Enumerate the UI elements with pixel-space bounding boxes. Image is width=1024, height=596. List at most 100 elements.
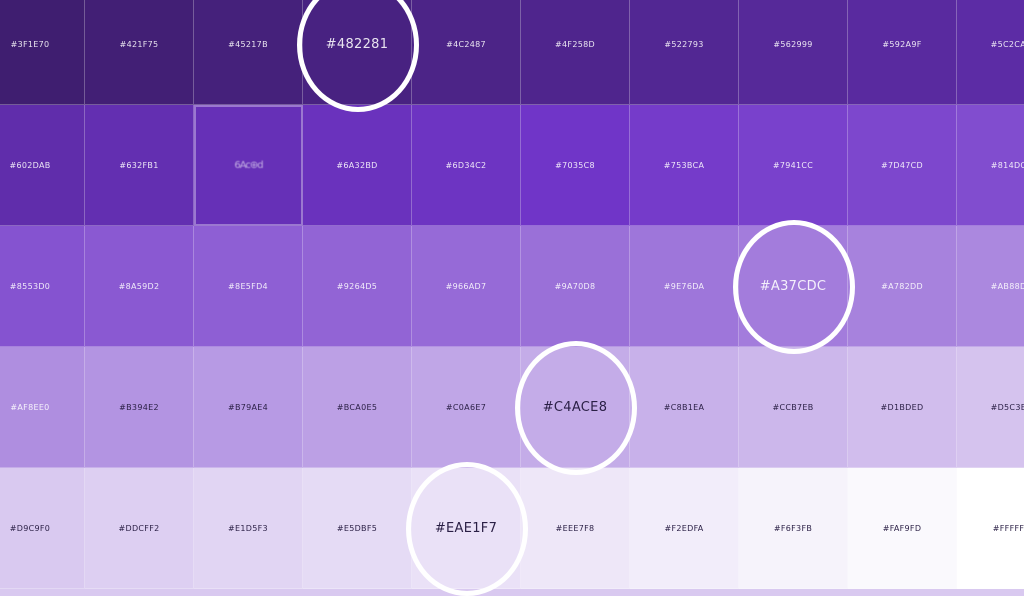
color-swatch[interactable]: #EAE1F7 [412, 468, 521, 589]
swatch-hex-label: #F2EDFA [664, 523, 704, 533]
color-swatch[interactable]: #7941CC [739, 105, 848, 226]
swatch-hex-label: #C8B1EA [663, 402, 705, 412]
swatch-hex-label: #562999 [773, 39, 813, 49]
swatch-hex-label: #482281 [325, 36, 389, 52]
color-swatch[interactable]: #966AD7 [412, 226, 521, 347]
color-swatch[interactable]: #592A9F [848, 0, 957, 105]
color-swatch[interactable]: #AB88DF [957, 226, 1024, 347]
color-swatch[interactable]: #5C2CA5 [957, 0, 1024, 105]
color-swatch[interactable]: #C0A6E7 [412, 347, 521, 468]
color-swatch[interactable]: #C4ACE8 [521, 347, 630, 468]
color-swatch[interactable]: #AF8EE0 [0, 347, 85, 468]
color-swatch[interactable]: #7D47CD [848, 105, 957, 226]
swatch-hex-label: #602DAB [9, 160, 51, 170]
color-swatch[interactable]: 6Ac⊕d [194, 105, 303, 226]
color-swatch[interactable]: #562999 [739, 0, 848, 105]
swatch-hex-label: #421F75 [119, 39, 159, 49]
swatch-hex-label: #7035C8 [555, 160, 595, 170]
color-swatch[interactable]: #4C2487 [412, 0, 521, 105]
swatch-hex-label: #753BCA [663, 160, 705, 170]
swatch-hex-label: #D1BDED [880, 402, 924, 412]
swatch-hex-label: #8E5FD4 [228, 281, 268, 291]
swatch-hex-label: #966AD7 [445, 281, 487, 291]
color-swatch[interactable]: #D9C9F0 [0, 468, 85, 589]
color-swatch[interactable]: #D5C3EE [957, 347, 1024, 468]
color-swatch[interactable]: #9A70D8 [521, 226, 630, 347]
color-swatch[interactable]: #3F1E70 [0, 0, 85, 105]
color-swatch[interactable]: #F6F3FB [739, 468, 848, 589]
color-swatch[interactable]: #EEE7F8 [521, 468, 630, 589]
swatch-hex-label: #8553D0 [9, 281, 51, 291]
swatch-hex-label: #6D34C2 [445, 160, 487, 170]
swatch-hex-label: 6Ac⊕d [234, 160, 263, 171]
swatch-hex-label: #BCA0E5 [336, 402, 378, 412]
color-swatch[interactable]: #6D34C2 [412, 105, 521, 226]
color-swatch[interactable]: #45217B [194, 0, 303, 105]
swatch-hex-label: #F6F3FB [773, 523, 813, 533]
swatch-hex-label: #5C2CA5 [990, 39, 1024, 49]
color-swatch[interactable]: #A37CDC [739, 226, 848, 347]
color-swatch[interactable]: #B79AE4 [194, 347, 303, 468]
color-swatch[interactable]: #FAF9FD [848, 468, 957, 589]
swatch-hex-label: #DDCFF2 [118, 523, 160, 533]
color-swatch[interactable]: #482281 [303, 0, 412, 105]
swatch-hex-label: #592A9F [882, 39, 922, 49]
swatch-hex-label: #6A32BD [336, 160, 378, 170]
swatch-hex-label: #8A59D2 [118, 281, 160, 291]
color-swatch[interactable]: #F2EDFA [630, 468, 739, 589]
swatch-hex-label: #CCB7EB [772, 402, 814, 412]
swatch-hex-label: #E5DBF5 [336, 523, 378, 533]
swatch-hex-label: #814DCF [990, 160, 1024, 170]
color-swatch[interactable]: #753BCA [630, 105, 739, 226]
swatch-hex-label: #632FB1 [119, 160, 159, 170]
color-swatch[interactable]: #8553D0 [0, 226, 85, 347]
swatch-hex-label: #4F258D [555, 39, 595, 49]
color-swatch[interactable]: #B394E2 [85, 347, 194, 468]
swatch-hex-label: #B394E2 [119, 402, 159, 412]
color-swatch[interactable]: #D1BDED [848, 347, 957, 468]
color-swatch[interactable]: #C8B1EA [630, 347, 739, 468]
swatch-hex-label: #9E76DA [663, 281, 705, 291]
swatch-hex-label: #4C2487 [446, 39, 486, 49]
color-swatch[interactable]: #6A32BD [303, 105, 412, 226]
color-swatch[interactable]: #8A59D2 [85, 226, 194, 347]
color-swatch[interactable]: #BCA0E5 [303, 347, 412, 468]
color-swatch[interactable]: #E1D5F3 [194, 468, 303, 589]
color-swatch[interactable]: #8E5FD4 [194, 226, 303, 347]
swatch-hex-label: #C4ACE8 [542, 399, 608, 415]
swatch-hex-label: #9264D5 [336, 281, 378, 291]
swatch-hex-label: #C0A6E7 [445, 402, 487, 412]
color-swatch[interactable]: #522793 [630, 0, 739, 105]
swatch-hex-label: #D5C3EE [990, 402, 1024, 412]
swatch-hex-label: #B79AE4 [227, 402, 269, 412]
color-swatch[interactable]: #7035C8 [521, 105, 630, 226]
swatch-hex-label: #E1D5F3 [228, 523, 268, 533]
swatch-hex-label: #7D47CD [881, 160, 923, 170]
swatch-hex-label: #D9C9F0 [9, 523, 51, 533]
color-swatch[interactable]: #A782DD [848, 226, 957, 347]
swatch-hex-label: #AF8EE0 [10, 402, 50, 412]
color-swatch[interactable]: #CCB7EB [739, 347, 848, 468]
swatch-hex-label: #AB88DF [990, 281, 1024, 291]
color-swatch[interactable]: #4F258D [521, 0, 630, 105]
swatch-hex-label: #A37CDC [759, 278, 827, 294]
swatch-hex-label: #FFFFFF [992, 523, 1024, 533]
swatch-hex-label: #7941CC [772, 160, 814, 170]
swatch-hex-label: #3F1E70 [10, 39, 50, 49]
swatch-hex-label: #A782DD [881, 281, 923, 291]
color-swatch[interactable]: #FFFFFF [957, 468, 1024, 589]
swatch-hex-label: #EEE7F8 [555, 523, 595, 533]
swatch-hex-label: #9A70D8 [554, 281, 596, 291]
color-swatch[interactable]: #814DCF [957, 105, 1024, 226]
color-swatch[interactable]: #632FB1 [85, 105, 194, 226]
swatch-hex-label: #522793 [664, 39, 704, 49]
swatch-hex-label: #45217B [228, 39, 268, 49]
color-swatch[interactable]: #421F75 [85, 0, 194, 105]
color-swatch[interactable]: #E5DBF5 [303, 468, 412, 589]
color-swatch[interactable]: #DDCFF2 [85, 468, 194, 589]
swatch-hex-label: #FAF9FD [882, 523, 922, 533]
color-swatch[interactable]: #9264D5 [303, 226, 412, 347]
color-swatch[interactable]: #602DAB [0, 105, 85, 226]
color-swatch[interactable]: #9E76DA [630, 226, 739, 347]
